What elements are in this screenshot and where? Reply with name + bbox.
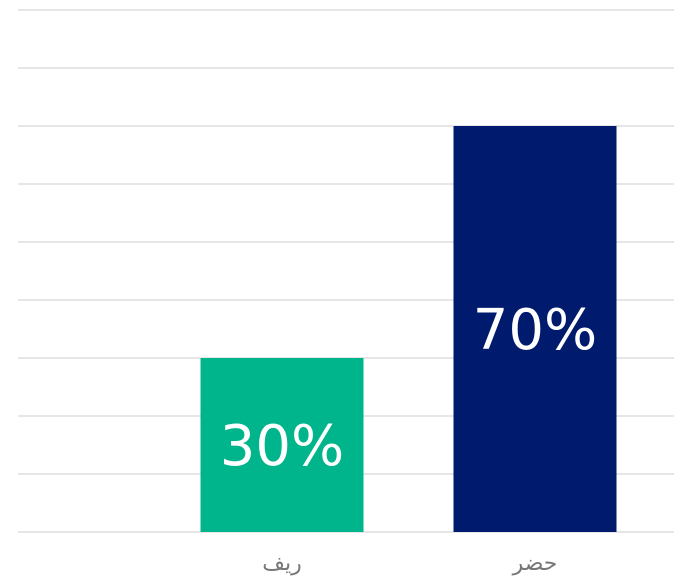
category-label: حضر: [512, 551, 558, 576]
bar-value-labels: 30% 70%: [220, 298, 597, 479]
bar-value-label: 70%: [473, 298, 597, 363]
bar-1: [200, 358, 364, 532]
bar-value-label: 30%: [220, 414, 344, 479]
category-labels: ريف حضر: [262, 551, 557, 576]
bar-2: [453, 126, 617, 532]
gridlines: [18, 9, 674, 533]
bars: [200, 126, 617, 532]
category-label: ريف: [262, 551, 302, 576]
